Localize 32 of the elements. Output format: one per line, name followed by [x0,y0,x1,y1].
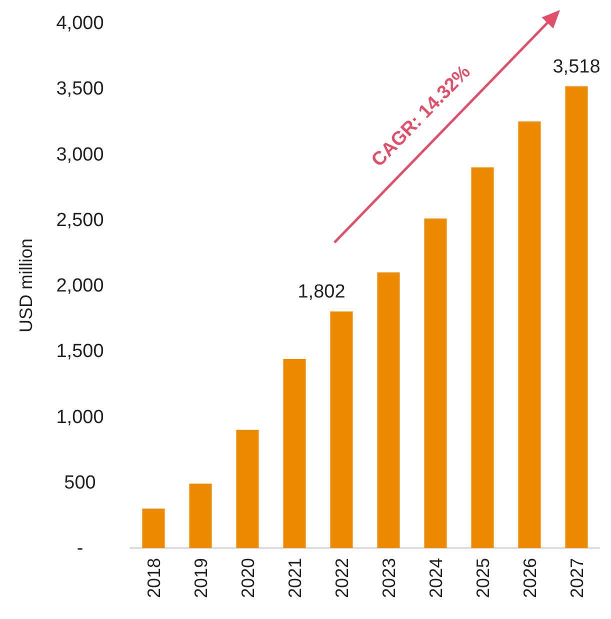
x-tick-label: 2025 [472,558,493,598]
bar [330,311,353,548]
bar [142,508,165,548]
y-axis-title: USD million [16,238,36,333]
bar [189,484,212,548]
y-tick-label: 1,000 [56,406,104,428]
y-tick-label: 500 [64,472,96,494]
x-tick-label: 2027 [566,558,587,598]
x-tick-label: 2022 [332,558,352,598]
bar [471,167,494,548]
bar [518,121,541,548]
data-label: 1,802 [298,281,346,302]
x-tick-label: 2019 [190,558,211,598]
y-tick-label: 3,000 [56,144,104,166]
x-tick-label: 2021 [284,558,305,598]
x-tick-label: 2023 [378,558,399,598]
bar [236,430,259,548]
x-tick-label: 2018 [144,558,164,598]
x-tick-label: 2024 [426,558,446,598]
y-tick-label: 3,500 [56,78,104,100]
y-tick-label: 1,500 [56,341,104,362]
bar [283,359,306,548]
data-label: 3,518 [552,56,600,78]
y-tick-label: - [76,538,84,560]
y-tick-label: 4,000 [56,13,104,34]
y-tick-label: 2,000 [56,276,104,297]
x-tick-label: 2026 [520,558,540,598]
bar [565,86,588,548]
x-tick-label: 2020 [238,558,258,598]
y-tick-label: 2,500 [56,210,104,231]
bar [377,272,400,548]
bar [424,218,447,548]
